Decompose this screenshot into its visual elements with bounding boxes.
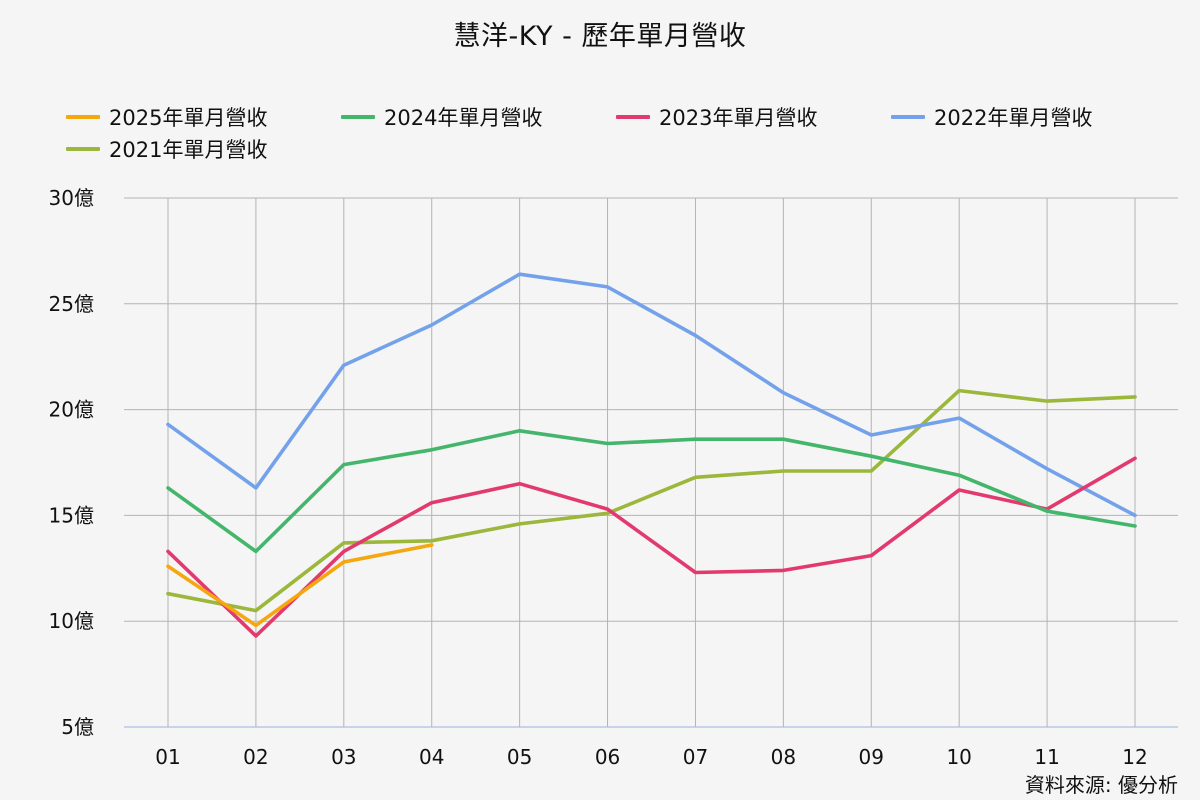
legend-swatch bbox=[891, 115, 925, 119]
x-tick-label: 04 bbox=[419, 745, 444, 769]
x-tick-label: 12 bbox=[1122, 745, 1147, 769]
chart-title: 慧洋-KY - 歷年單月營收 bbox=[453, 21, 747, 52]
legend-item[interactable]: 2025年單月營收 bbox=[66, 104, 341, 130]
chart-legend: 2025年單月營收 2024年單月營收 2023年單月營收 2022年單月營收 2021… bbox=[66, 104, 1186, 162]
legend-item[interactable]: 2022年單月營收 bbox=[891, 104, 1166, 130]
y-tick-label: 5億 bbox=[61, 715, 94, 739]
y-tick-label: 20億 bbox=[49, 398, 94, 422]
x-tick-label: 11 bbox=[1034, 745, 1059, 769]
x-tick-label: 08 bbox=[771, 745, 796, 769]
legend-label: 2022年單月營收 bbox=[934, 106, 1093, 130]
x-tick-label: 10 bbox=[946, 745, 971, 769]
x-tick-label: 07 bbox=[683, 745, 708, 769]
y-tick-label: 30億 bbox=[49, 186, 94, 210]
legend-label: 2023年單月營收 bbox=[659, 106, 818, 130]
legend-item[interactable]: 2021年單月營收 bbox=[66, 136, 341, 162]
x-tick-label: 05 bbox=[507, 745, 532, 769]
legend-swatch bbox=[341, 115, 375, 119]
legend-label: 2021年單月營收 bbox=[109, 138, 268, 162]
legend-swatch bbox=[616, 115, 650, 119]
x-tick-label: 02 bbox=[243, 745, 268, 769]
x-tick-label: 09 bbox=[859, 745, 884, 769]
series-line-2023年單月營收 bbox=[166, 456, 1137, 638]
y-tick-label: 10億 bbox=[49, 609, 94, 633]
series-line-2022年單月營收 bbox=[166, 272, 1137, 518]
source-note: 資料來源: 優分析 bbox=[1024, 773, 1178, 797]
legend-label: 2025年單月營收 bbox=[109, 106, 268, 130]
legend-label: 2024年單月營收 bbox=[384, 106, 543, 130]
x-tick-label: 03 bbox=[331, 745, 356, 769]
legend-item[interactable]: 2024年單月營收 bbox=[341, 104, 616, 130]
y-tick-label: 25億 bbox=[49, 292, 94, 316]
legend-swatch bbox=[66, 147, 100, 151]
legend-item[interactable]: 2023年單月營收 bbox=[616, 104, 891, 130]
legend-swatch bbox=[66, 115, 100, 119]
y-tick-label: 15億 bbox=[49, 503, 94, 527]
series-line-2025年單月營收 bbox=[166, 543, 434, 628]
series-line-2024年單月營收 bbox=[166, 428, 1137, 554]
series-line-2021年單月營收 bbox=[166, 388, 1137, 613]
x-tick-label: 01 bbox=[155, 745, 180, 769]
x-tick-label: 06 bbox=[595, 745, 620, 769]
